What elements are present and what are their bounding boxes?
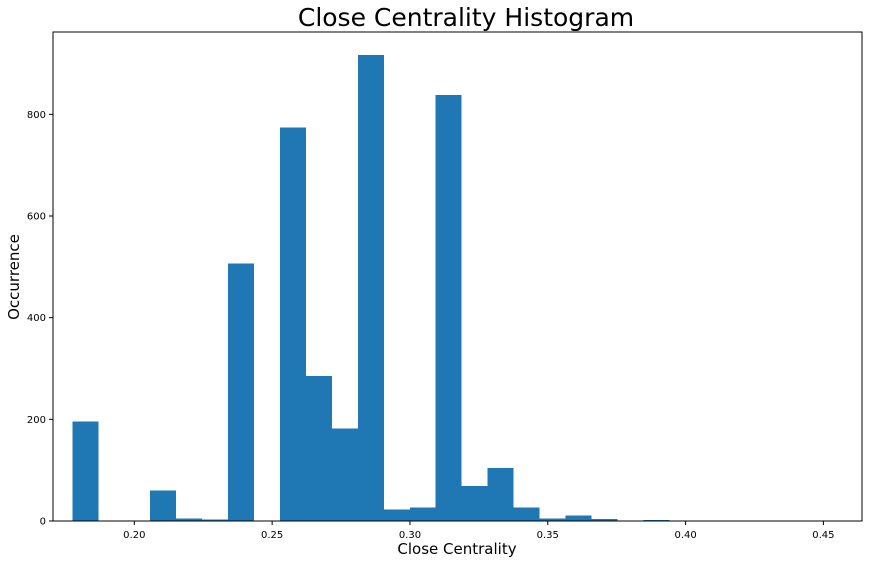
bars-group xyxy=(72,54,852,522)
histogram-bar xyxy=(513,507,540,521)
histogram-bar xyxy=(176,518,203,521)
histogram-bar xyxy=(591,518,618,521)
histogram-bar xyxy=(487,468,514,521)
histogram-bar xyxy=(150,490,177,521)
histogram-bar xyxy=(202,519,229,521)
x-tick-label: 0.40 xyxy=(674,530,696,541)
histogram-bar xyxy=(435,95,462,521)
x-tick-label: 0.20 xyxy=(123,530,145,541)
chart-title: Close Centrality Histogram xyxy=(298,3,634,32)
y-tick-label: 0 xyxy=(40,517,46,528)
y-axis-ticks: 0 200 400 600 800 xyxy=(27,110,53,528)
x-tick-label: 0.30 xyxy=(399,530,421,541)
y-tick-label: 400 xyxy=(27,313,46,324)
y-tick-label: 800 xyxy=(27,110,46,121)
histogram-bar xyxy=(72,421,99,521)
x-tick-label: 0.25 xyxy=(261,530,283,541)
x-tick-label: 0.35 xyxy=(537,530,559,541)
histogram-bar xyxy=(279,127,306,521)
x-axis-ticks: 0.20 0.25 0.30 0.35 0.40 0.45 xyxy=(123,521,835,541)
histogram-bar xyxy=(643,519,670,521)
y-tick-label: 600 xyxy=(27,212,46,223)
x-tick-label: 0.45 xyxy=(812,530,834,541)
histogram-bar xyxy=(331,428,358,521)
histogram-bar xyxy=(228,263,255,521)
histogram-bar xyxy=(539,518,566,521)
plot-frame xyxy=(52,31,863,522)
x-axis-label: Close Centrality xyxy=(397,540,516,558)
histogram-bar xyxy=(409,507,436,521)
y-tick-label: 200 xyxy=(27,415,46,426)
y-axis-label: Occurrence xyxy=(5,234,23,320)
histogram-bar xyxy=(461,485,488,521)
histogram-bar xyxy=(565,515,592,521)
histogram-bar xyxy=(357,54,384,522)
histogram-bar xyxy=(383,509,410,521)
histogram-bar xyxy=(305,376,332,521)
